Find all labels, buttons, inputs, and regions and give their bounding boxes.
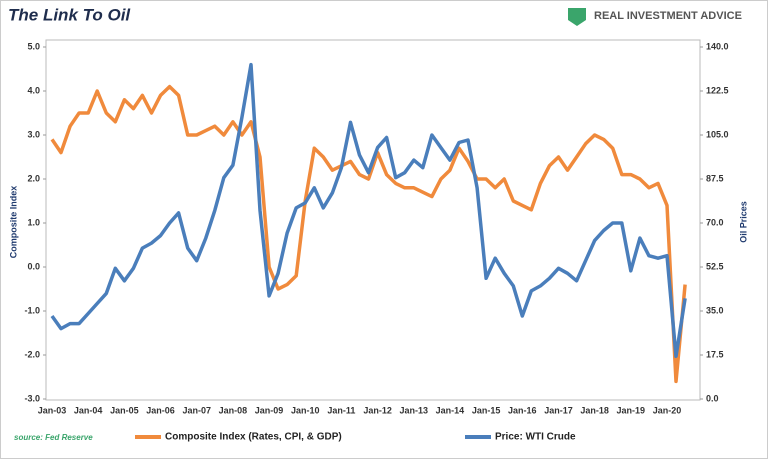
x-tick-label: Jan-13 bbox=[399, 405, 428, 415]
x-tick-label: Jan-08 bbox=[219, 405, 248, 415]
logo-text: REAL INVESTMENT ADVICE bbox=[594, 10, 742, 22]
y-tick-label: 1.0 bbox=[27, 217, 40, 227]
y-tick-label: 5.0 bbox=[27, 41, 40, 51]
y2-tick-label: 122.5 bbox=[706, 85, 729, 95]
x-tick-label: Jan-04 bbox=[74, 405, 103, 415]
y2-axis-title: Oil Prices bbox=[738, 201, 748, 243]
y2-tick-label: 35.0 bbox=[706, 305, 724, 315]
legend-label: Composite Index (Rates, CPI, & GDP) bbox=[165, 432, 342, 443]
y2-tick-label: 87.5 bbox=[706, 173, 724, 183]
y-tick-label: 4.0 bbox=[27, 85, 40, 95]
x-tick-label: Jan-14 bbox=[436, 405, 465, 415]
y-tick-label: 2.0 bbox=[27, 173, 40, 183]
legend-label: Price: WTI Crude bbox=[495, 432, 576, 443]
y2-tick-label: 70.0 bbox=[706, 217, 724, 227]
x-tick-label: Jan-05 bbox=[110, 405, 139, 415]
y-axis-title: Composite Index bbox=[8, 186, 18, 259]
y-tick-label: -2.0 bbox=[24, 349, 40, 359]
x-tick-label: Jan-17 bbox=[544, 405, 573, 415]
x-tick-label: Jan-03 bbox=[38, 405, 67, 415]
x-tick-label: Jan-11 bbox=[327, 405, 355, 415]
x-tick-label: Jan-16 bbox=[508, 405, 537, 415]
y2-tick-label: 17.5 bbox=[706, 349, 724, 359]
x-tick-label: Jan-07 bbox=[182, 405, 211, 415]
x-tick-label: Jan-06 bbox=[146, 405, 175, 415]
chart-title: The Link To Oil bbox=[8, 5, 131, 24]
y-tick-label: 3.0 bbox=[27, 129, 40, 139]
series-line bbox=[50, 84, 687, 384]
series-line bbox=[50, 62, 687, 359]
y2-tick-label: 105.0 bbox=[706, 129, 729, 139]
x-tick-label: Jan-12 bbox=[363, 405, 392, 415]
x-tick-label: Jan-18 bbox=[580, 405, 609, 415]
x-tick-label: Jan-15 bbox=[472, 405, 501, 415]
y2-tick-label: 52.5 bbox=[706, 261, 724, 271]
logo-icon bbox=[568, 8, 586, 26]
plot-area bbox=[45, 39, 701, 401]
y2-tick-label: 140.0 bbox=[706, 41, 729, 51]
y-tick-label: -1.0 bbox=[24, 305, 40, 315]
y-tick-label: -3.0 bbox=[24, 393, 40, 403]
source: source: Fed Reserve bbox=[14, 433, 93, 442]
x-tick-label: Jan-10 bbox=[291, 405, 320, 415]
x-tick-label: Jan-20 bbox=[653, 405, 682, 415]
x-tick-label: Jan-19 bbox=[617, 405, 646, 415]
y-tick-label: 0.0 bbox=[27, 261, 40, 271]
x-tick-label: Jan-09 bbox=[255, 405, 284, 415]
y2-tick-label: 0.0 bbox=[706, 393, 719, 403]
